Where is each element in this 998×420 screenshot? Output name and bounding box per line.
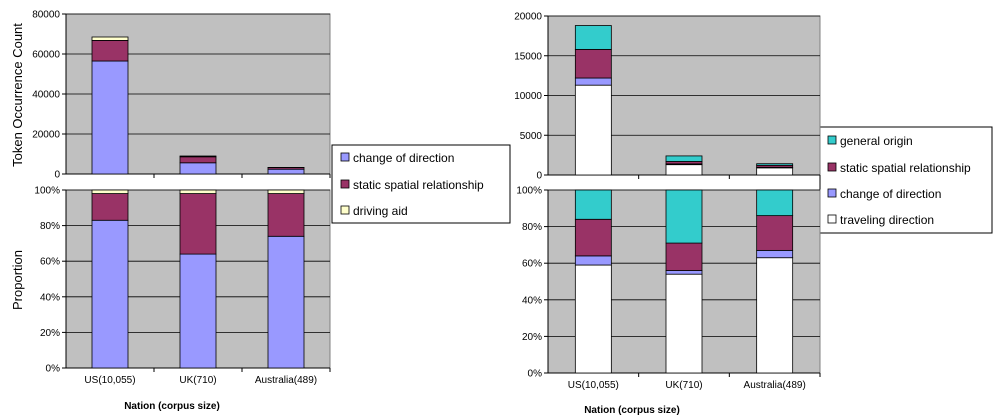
bar-segment-driving-aid-1 (91, 36, 129, 41)
y-tick-label: 80% (40, 221, 60, 232)
bar-segment-general-origin-3 (756, 163, 794, 166)
right-legend-label-2: static spatial relationship (840, 161, 971, 175)
y-tick-label: 20000 (32, 130, 60, 141)
bar-segment-general-origin-3 (756, 189, 794, 217)
bar-segment-driving-aid-3 (267, 189, 305, 194)
y-tick-label: 40% (522, 295, 542, 306)
y-tick-label: 100% (34, 186, 60, 197)
legend-swatch-traveling-direction (827, 214, 837, 224)
bar-segment-static-spatial-relationship-1 (574, 218, 612, 257)
y-tick-label: 20% (40, 328, 60, 339)
bar-segment-traveling-direction-1 (574, 264, 612, 374)
chart-panel-3: 0 5000 10000 15000 20000 (514, 12, 821, 182)
bar-segment-general-origin-1 (574, 189, 612, 220)
bar-segment-general-origin-2 (665, 155, 703, 162)
bar-segment-traveling-direction-1 (574, 84, 612, 176)
y-tick-label: 0 (536, 171, 542, 182)
right-legend-label-4: traveling direction (840, 213, 934, 227)
bar-segment-change-of-direction-1 (91, 60, 129, 175)
x-tick-label: US(10,055) (84, 375, 135, 386)
y-tick-label: 40% (40, 292, 60, 303)
bar-segment-static-spatial-relationship-3 (267, 193, 305, 237)
y-tick-label: 20% (522, 332, 542, 343)
y-tick-label: 80000 (32, 10, 60, 21)
bar-segment-static-spatial-relationship-1 (91, 40, 129, 62)
legend-swatch-change-of-direction (340, 152, 350, 162)
legend-swatch-driving-aid (340, 205, 350, 215)
bar-segment-driving-aid-1 (91, 189, 129, 194)
y-tick-label: 0 (54, 170, 60, 181)
bar-segment-traveling-direction-2 (665, 273, 703, 374)
right-legend: general origin static spatial relationsh… (819, 126, 993, 234)
y-tick-label: 0% (528, 369, 543, 380)
bar-segment-driving-aid-2 (179, 189, 217, 194)
y-tick-label: 80% (522, 222, 542, 233)
y-tick-label: 10000 (514, 91, 542, 102)
x-tick-label: Australia(489) (255, 375, 317, 386)
bar-segment-change-of-direction-3 (267, 235, 305, 369)
y-tick-label: 20000 (514, 12, 542, 23)
right-legend-box (819, 126, 993, 234)
chart-panel-4: 0% 20% 40% 60% 80% 100% US(10,055) UK(710) Austr… (516, 186, 821, 391)
bar-segment-static-spatial-relationship-2 (179, 156, 217, 164)
bar-segment-change-of-direction-3 (756, 249, 794, 259)
bar-segment-change-of-direction-2 (179, 162, 217, 175)
bar-segment-static-spatial-relationship-1 (91, 193, 129, 221)
y-tick-label: 100% (516, 186, 542, 197)
bar-segment-change-of-direction-1 (91, 219, 129, 369)
bar-segment-traveling-direction-3 (756, 257, 794, 374)
bar-segment-static-spatial-relationship-2 (665, 242, 703, 271)
y-tick-label: 60% (522, 259, 542, 270)
y-tick-label: 15000 (514, 51, 542, 62)
bar-segment-static-spatial-relationship-1 (574, 48, 612, 79)
left-xlabel: Nation (corpus size) (124, 401, 220, 412)
y-tick-label: 60000 (32, 50, 60, 61)
left-legend-box (331, 144, 511, 224)
left-legend: change of direction static spatial relat… (331, 144, 511, 224)
charts: 0 20000 40000 60000 80000 0% 20% 40% 60% 80% 100% U… (32, 10, 821, 391)
y-tick-label: 60% (40, 257, 60, 268)
bar-segment-driving-aid-2 (179, 155, 217, 158)
bar-segment-general-origin-2 (665, 189, 703, 244)
left-ylabel-top: Token Occurrence Count (10, 23, 25, 167)
bar-segment-traveling-direction-2 (665, 164, 703, 176)
y-tick-label: 40000 (32, 90, 60, 101)
left-legend-label-3: driving aid (353, 204, 408, 218)
chart-panel-2: 0% 20% 40% 60% 80% 100% US(10,055) UK(710) Austr… (34, 186, 331, 386)
right-xlabel: Nation (corpus size) (584, 405, 680, 416)
bar-segment-change-of-direction-2 (665, 270, 703, 275)
bar-segment-traveling-direction-3 (756, 167, 794, 176)
x-tick-label: US(10,055) (568, 380, 619, 391)
left-legend-label-1: change of direction (353, 151, 454, 165)
x-tick-label: UK(710) (665, 380, 702, 391)
left-legend-label-2: static spatial relationship (353, 178, 484, 192)
left-ylabel-bottom: Proportion (10, 250, 25, 310)
legend-swatch-static-spatial-relationship (340, 179, 350, 189)
right-legend-label-3: change of direction (840, 187, 941, 201)
chart-panel-1: 0 20000 40000 60000 80000 (32, 10, 331, 181)
x-tick-label: Australia(489) (744, 380, 806, 391)
bar-segment-change-of-direction-2 (179, 253, 217, 369)
bar-segment-change-of-direction-1 (574, 255, 612, 266)
x-tick-label: UK(710) (179, 375, 216, 386)
y-tick-label: 5000 (520, 131, 543, 142)
bar-segment-general-origin-1 (574, 25, 612, 50)
legend-swatch-change-of-direction-2 (827, 188, 837, 198)
right-legend-label-1: general origin (840, 134, 913, 148)
bar-segment-change-of-direction-3 (267, 168, 305, 175)
legend-swatch-static-spatial-relationship-2 (827, 162, 837, 172)
bar-segment-static-spatial-relationship-3 (756, 215, 794, 251)
y-tick-label: 0% (46, 364, 61, 375)
bar-segment-change-of-direction-1 (574, 77, 612, 86)
legend-swatch-general-origin (827, 135, 837, 145)
bar-segment-static-spatial-relationship-2 (179, 193, 217, 255)
